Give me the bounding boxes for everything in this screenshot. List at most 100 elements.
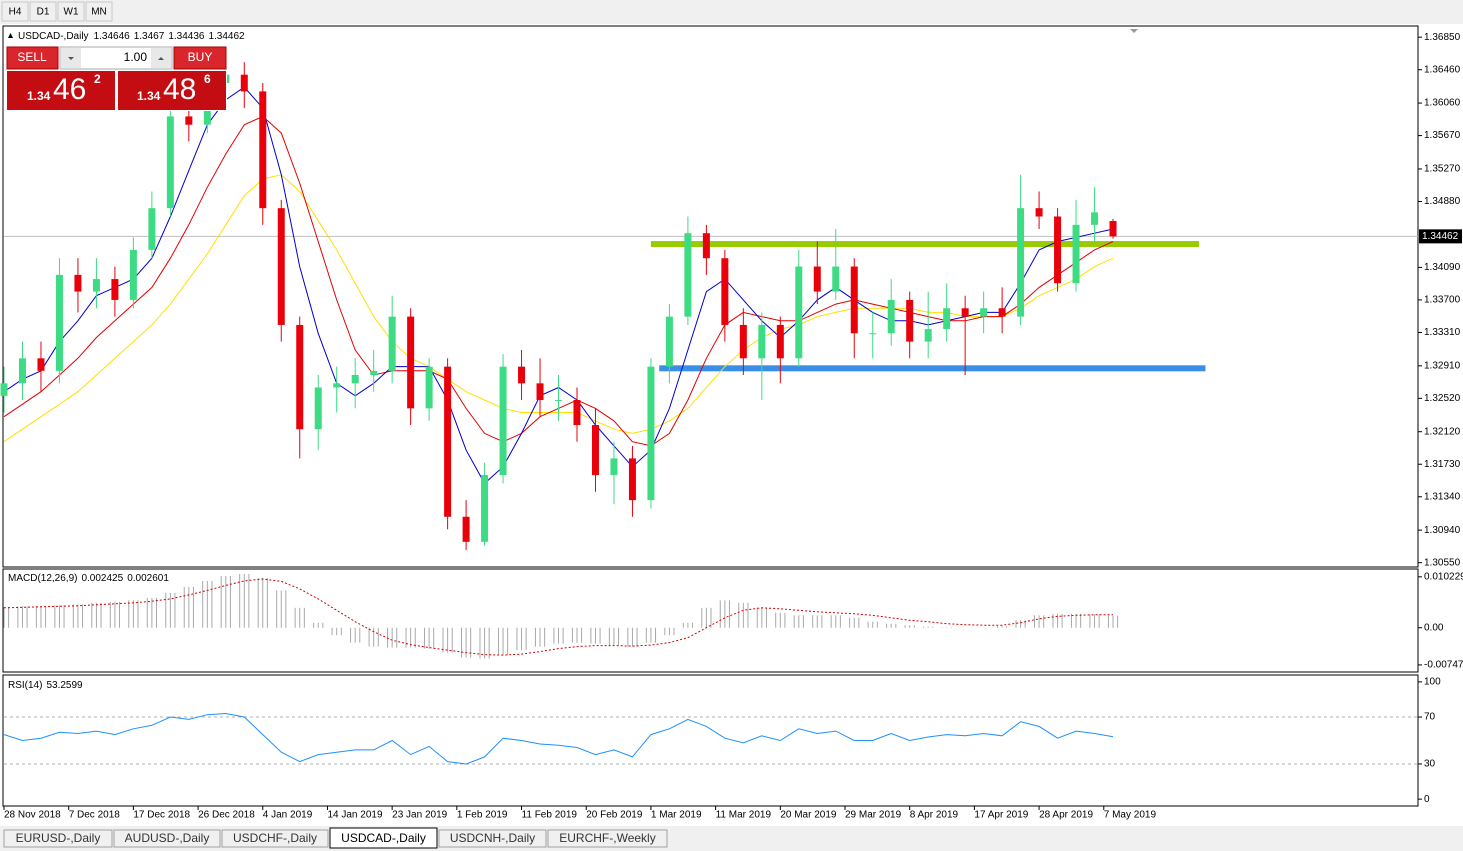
lot-value: 1.00 xyxy=(124,50,148,64)
tab[interactable] xyxy=(113,829,221,848)
tab-label: USDCNH-,Daily xyxy=(450,831,535,845)
candle-body xyxy=(887,299,895,334)
candle-body xyxy=(425,366,433,409)
buy-button[interactable] xyxy=(173,46,227,70)
sell-label: SELL xyxy=(17,50,47,64)
candle-body xyxy=(55,274,63,371)
up-arrow xyxy=(158,57,164,60)
bid-point: 2 xyxy=(94,72,101,86)
candle-body xyxy=(259,91,267,209)
tab-label: USDCHF-,Daily xyxy=(233,831,317,845)
candle-body xyxy=(684,233,692,317)
y-tick-label: 100 xyxy=(1424,677,1441,688)
x-tick-label: 7 Dec 2018 xyxy=(69,810,121,821)
signal-line xyxy=(3,578,1113,656)
lot-field[interactable] xyxy=(59,46,173,70)
tab-label: EURUSD-,Daily xyxy=(16,831,101,845)
x-tick-label: 28 Apr 2019 xyxy=(1039,810,1093,821)
y-tick-label: 1.36850 xyxy=(1424,32,1461,43)
candle-body xyxy=(148,208,156,250)
tab[interactable] xyxy=(438,829,547,848)
ask-box[interactable] xyxy=(118,71,226,110)
timeframe-label: MN xyxy=(91,7,107,18)
x-tick-label: 7 May 2019 xyxy=(1104,810,1157,821)
x-tick-label: 1 Feb 2019 xyxy=(457,810,508,821)
candle-body xyxy=(1109,221,1117,237)
candle-body xyxy=(536,383,544,401)
candle-body xyxy=(185,116,193,125)
rsi-value: 53.2599 xyxy=(46,680,83,691)
y-tick-label: 1.34090 xyxy=(1424,262,1461,273)
tab-label: AUDUSD-,Daily xyxy=(125,831,210,845)
level-line xyxy=(659,365,1206,372)
timeframe-label: H4 xyxy=(9,7,22,18)
y-tick-label: 1.30940 xyxy=(1424,525,1461,536)
bid-digits: 46 xyxy=(53,73,86,106)
ohlc-high: 1.3467 xyxy=(134,31,165,42)
candle-body xyxy=(74,274,82,292)
rsi-panel xyxy=(2,674,1419,807)
tab-label: EURCHF-,Weekly xyxy=(559,831,655,845)
candle-body xyxy=(129,249,137,300)
timeframe-button[interactable] xyxy=(57,1,85,22)
rsi-header: RSI(14) 53.2599 xyxy=(8,680,83,691)
bid-box[interactable] xyxy=(7,71,115,110)
macd-value: 0.002425 xyxy=(81,573,123,584)
ask-digits: 48 xyxy=(163,73,196,106)
y-tick-label: 1.30550 xyxy=(1424,557,1461,568)
x-tick-label: 1 Mar 2019 xyxy=(651,810,702,821)
active-tab[interactable] xyxy=(329,827,438,849)
candle-body xyxy=(739,324,747,359)
y-tick-label: 1.36460 xyxy=(1424,64,1461,75)
candle-body xyxy=(610,458,618,476)
price-tag-label: 1.34462 xyxy=(1422,231,1459,242)
x-tick-label: 20 Mar 2019 xyxy=(780,810,837,821)
x-tick-label: 11 Feb 2019 xyxy=(522,810,578,821)
timeframe-button[interactable] xyxy=(1,1,29,22)
chart-header: USDCAD-,Daily 1.34646 1.3467 1.34436 1.34462 xyxy=(18,31,245,42)
candle-body xyxy=(573,400,581,426)
candle-body xyxy=(758,324,766,359)
y-tick-label: 1.33700 xyxy=(1424,295,1461,306)
candle-body xyxy=(370,370,378,375)
candle-body xyxy=(813,266,821,292)
candle-body xyxy=(555,400,563,402)
tab[interactable] xyxy=(547,829,668,848)
candle-body xyxy=(1017,208,1025,317)
candle-body xyxy=(1054,216,1062,284)
candle-body xyxy=(1072,224,1080,284)
candle-body xyxy=(665,316,673,367)
x-tick-label: 26 Dec 2018 xyxy=(198,810,255,821)
sell-button[interactable] xyxy=(6,46,59,70)
candle-body xyxy=(906,299,914,342)
candle-body xyxy=(462,516,470,542)
candle-body xyxy=(499,366,507,476)
candle-body xyxy=(776,324,784,359)
y-tick-label: 1.34880 xyxy=(1424,196,1461,207)
buy-label: BUY xyxy=(188,50,213,64)
y-tick-label: 1.33310 xyxy=(1424,327,1461,338)
collapse-arrow xyxy=(8,33,13,38)
y-tick-label: 0 xyxy=(1424,794,1430,805)
x-tick-label: 14 Jan 2019 xyxy=(327,810,382,821)
ask-big: 1.34 xyxy=(137,89,161,103)
tab[interactable] xyxy=(3,829,113,848)
candle-body xyxy=(869,333,877,335)
candle-body xyxy=(980,308,988,317)
y-tick-label: 1.32910 xyxy=(1424,360,1461,371)
y-tick-label: 1.36060 xyxy=(1424,98,1461,109)
timeframe-button[interactable] xyxy=(85,1,113,22)
timeframe-button[interactable] xyxy=(29,1,57,22)
candle-body xyxy=(518,366,526,384)
ask-point: 6 xyxy=(204,72,211,86)
candle-body xyxy=(481,475,489,542)
down-arrow xyxy=(68,57,74,60)
candle-body xyxy=(444,366,452,517)
ohlc-open: 1.34646 xyxy=(94,31,131,42)
tab[interactable] xyxy=(221,829,329,848)
x-tick-label: 29 Mar 2019 xyxy=(845,810,902,821)
candle-body xyxy=(721,258,729,325)
candle-body xyxy=(924,329,932,342)
toolbar xyxy=(0,0,1463,24)
